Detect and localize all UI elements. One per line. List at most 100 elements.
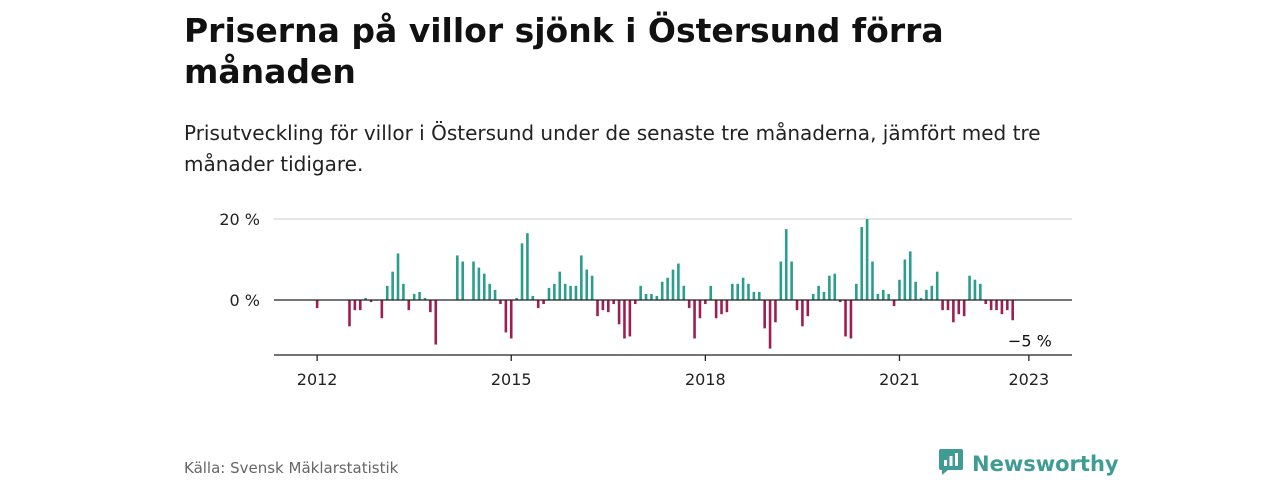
bar bbox=[989, 300, 993, 311]
bar bbox=[547, 287, 551, 300]
bar bbox=[520, 243, 524, 300]
bar bbox=[731, 283, 734, 300]
labels-layer: 0 % 20 % 2012 2015 2018 2021 2023 −5 % bbox=[219, 210, 1051, 389]
brand-name: Newsworthy bbox=[972, 452, 1119, 476]
bar bbox=[499, 300, 502, 305]
bar bbox=[995, 300, 998, 311]
bar bbox=[407, 300, 411, 311]
bar bbox=[833, 273, 837, 300]
bar bbox=[536, 300, 540, 309]
bar bbox=[590, 275, 594, 300]
axis-layer bbox=[274, 299, 1072, 361]
bar bbox=[639, 285, 642, 300]
bar bbox=[596, 300, 599, 317]
bar bbox=[828, 275, 831, 300]
newsworthy-logo[interactable]: Newsworthy bbox=[938, 448, 1119, 480]
bar bbox=[693, 300, 696, 339]
bar bbox=[385, 285, 389, 300]
bar bbox=[364, 297, 367, 300]
chart-title: Priserna på villor sjönk i Östersund för… bbox=[184, 11, 944, 91]
bar bbox=[946, 300, 950, 311]
bar bbox=[871, 261, 874, 300]
bar bbox=[677, 263, 680, 300]
bar bbox=[628, 300, 632, 337]
bar bbox=[790, 261, 793, 300]
bar bbox=[461, 261, 465, 300]
bar bbox=[709, 285, 713, 300]
bar bbox=[563, 283, 567, 300]
bar bbox=[925, 289, 928, 300]
bar bbox=[838, 300, 842, 303]
bar bbox=[952, 300, 955, 323]
x-tick-label: 2012 bbox=[297, 370, 338, 389]
bar bbox=[580, 255, 583, 300]
bar bbox=[531, 295, 535, 300]
bar bbox=[477, 267, 481, 300]
bar bbox=[369, 300, 373, 303]
bar bbox=[553, 283, 556, 300]
bar bbox=[660, 281, 664, 300]
bar bbox=[617, 300, 621, 325]
bar bbox=[720, 300, 723, 315]
bar bbox=[903, 259, 907, 300]
bar bbox=[930, 285, 934, 300]
bar bbox=[509, 300, 513, 339]
bar bbox=[574, 285, 578, 300]
bar bbox=[860, 227, 864, 300]
bar bbox=[623, 300, 626, 339]
bar bbox=[380, 300, 384, 319]
bar bbox=[892, 300, 896, 307]
bar bbox=[1005, 300, 1009, 311]
bar bbox=[606, 300, 610, 313]
bar bbox=[865, 219, 869, 300]
bar bbox=[747, 283, 750, 300]
bar bbox=[984, 300, 988, 305]
bars-layer bbox=[315, 219, 1014, 349]
bar bbox=[558, 271, 562, 300]
x-tick-label: 2021 bbox=[879, 370, 920, 389]
bar bbox=[402, 283, 405, 300]
bar bbox=[650, 293, 653, 300]
bar bbox=[526, 233, 529, 300]
bar bbox=[736, 283, 740, 300]
bar bbox=[504, 300, 508, 333]
bar bbox=[396, 253, 400, 300]
bar bbox=[763, 300, 766, 329]
bar bbox=[682, 285, 686, 300]
bar bbox=[1011, 300, 1014, 321]
bar bbox=[666, 277, 669, 300]
bar bbox=[979, 283, 982, 300]
bar bbox=[1000, 300, 1004, 315]
bar bbox=[655, 295, 659, 300]
bar bbox=[962, 300, 966, 317]
bar bbox=[456, 255, 459, 300]
bar bbox=[908, 251, 912, 300]
bar-chart: 0 % 20 % 2012 2015 2018 2021 2023 −5 % bbox=[219, 210, 1072, 389]
x-tick-label: 2015 bbox=[491, 370, 532, 389]
bar bbox=[973, 279, 977, 300]
bar bbox=[493, 289, 497, 300]
newsworthy-logo-icon bbox=[938, 448, 964, 480]
bar bbox=[779, 261, 783, 300]
bar bbox=[542, 300, 545, 305]
bar bbox=[957, 300, 961, 315]
bar bbox=[633, 300, 637, 305]
bar bbox=[935, 271, 939, 300]
bar bbox=[423, 297, 427, 300]
bar bbox=[822, 291, 826, 300]
bar bbox=[968, 275, 971, 300]
bar bbox=[472, 261, 475, 300]
bar bbox=[687, 300, 691, 309]
bar bbox=[391, 271, 394, 300]
bar bbox=[704, 300, 707, 305]
x-tick-label: 2023 bbox=[1009, 370, 1050, 389]
bar bbox=[488, 283, 491, 300]
bar bbox=[434, 300, 438, 345]
bar bbox=[855, 283, 858, 300]
bar bbox=[817, 285, 820, 300]
bar bbox=[315, 300, 319, 309]
bar bbox=[784, 229, 788, 300]
bar bbox=[811, 293, 815, 300]
source-note: Källa: Svensk Mäklarstatistik bbox=[184, 459, 399, 477]
bar bbox=[353, 300, 357, 311]
